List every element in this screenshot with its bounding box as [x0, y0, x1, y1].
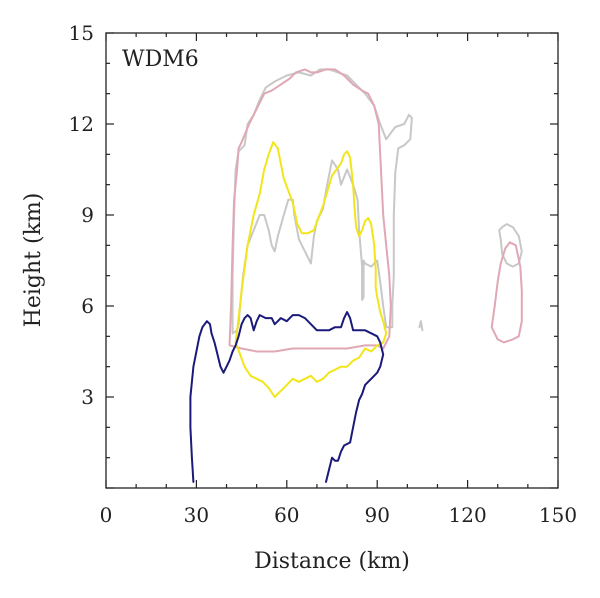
- contour-line-0-1: [418, 320, 424, 332]
- contour-layer: [189, 68, 523, 483]
- x-tick-label: 150: [539, 503, 577, 527]
- tick-layer: [105, 32, 559, 489]
- panel-label: WDM6: [122, 47, 199, 72]
- tick-label-layer: 0 30 60 90 120 150 3 6 9 12 15: [69, 21, 578, 527]
- x-tick-label: 30: [184, 503, 209, 527]
- plot-frame: [105, 32, 559, 489]
- x-axis-title: Distance (km): [254, 549, 410, 574]
- contour-line-0-0: [231, 68, 413, 335]
- contour-line-0-2: [498, 223, 523, 268]
- contour-line-1-0: [228, 68, 392, 353]
- contour-line-3-0: [189, 311, 385, 483]
- x-tick-label: 120: [449, 503, 487, 527]
- y-tick-label: 15: [69, 21, 94, 45]
- y-tick-label: 9: [81, 203, 94, 227]
- y-tick-label: 12: [69, 112, 94, 136]
- y-tick-label: 6: [81, 294, 94, 318]
- x-tick-label: 0: [100, 503, 113, 527]
- contour-line-2-0: [234, 141, 388, 398]
- x-tick-label: 90: [364, 503, 389, 527]
- y-tick-label: 3: [81, 385, 94, 409]
- contour-line-1-1: [490, 241, 523, 344]
- x-tick-label: 60: [274, 503, 299, 527]
- y-axis-title: Height (km): [21, 193, 46, 328]
